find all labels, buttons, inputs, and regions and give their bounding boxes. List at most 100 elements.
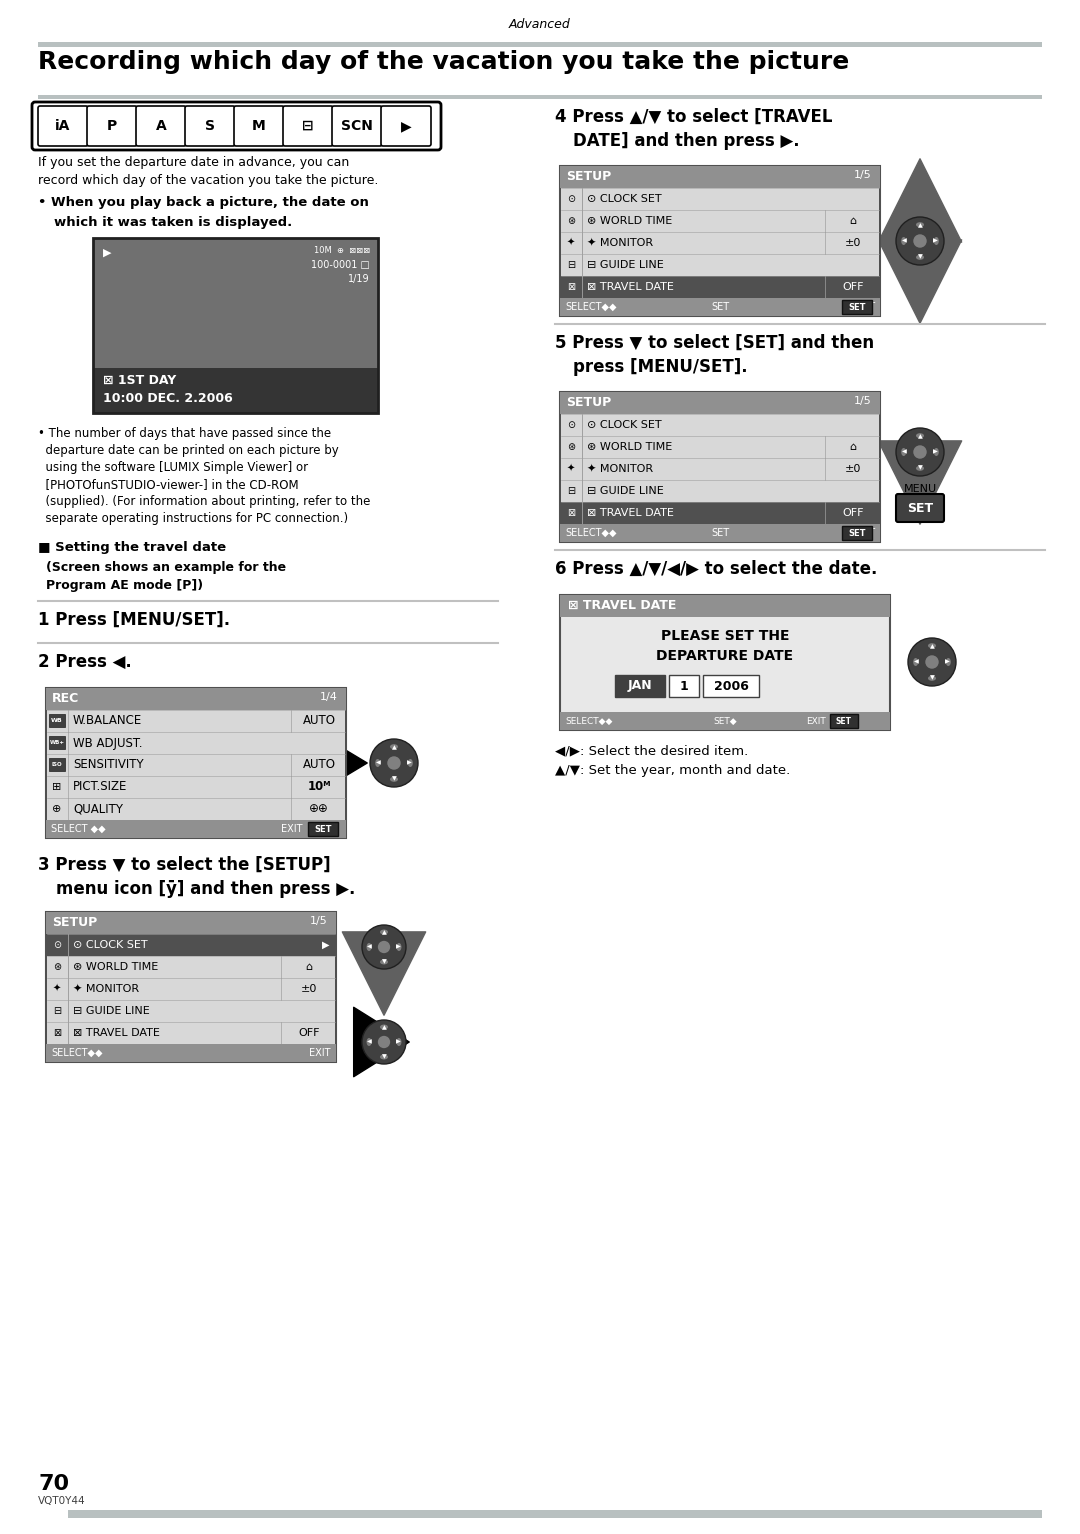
- Bar: [46, 1045, 336, 1062]
- Text: ▶: ▶: [401, 120, 411, 133]
- Text: VQT0Y44: VQT0Y44: [38, 1496, 85, 1506]
- Text: ✦: ✦: [567, 463, 575, 474]
- Bar: [49, 736, 65, 749]
- Bar: [897, 495, 942, 520]
- Text: ⌂: ⌂: [306, 962, 312, 973]
- Circle shape: [378, 1035, 390, 1048]
- Text: OFF: OFF: [842, 508, 864, 518]
- FancyBboxPatch shape: [381, 106, 431, 146]
- Text: ✦ MONITOR: ✦ MONITOR: [588, 463, 653, 474]
- Text: If you set the departure date in advance, you can: If you set the departure date in advance…: [38, 156, 349, 169]
- Text: WB+: WB+: [50, 741, 65, 746]
- Text: WB ADJUST.: WB ADJUST.: [73, 736, 143, 750]
- Text: 1/5: 1/5: [854, 170, 872, 179]
- Bar: [561, 166, 880, 316]
- Bar: [561, 525, 880, 542]
- Text: separate operating instructions for PC connection.): separate operating instructions for PC c…: [38, 512, 348, 525]
- Text: ⊙ CLOCK SET: ⊙ CLOCK SET: [73, 940, 148, 950]
- Text: departure date can be printed on each picture by: departure date can be printed on each pi…: [38, 443, 339, 457]
- Text: AUTO: AUTO: [302, 758, 336, 772]
- Text: ▼: ▼: [918, 465, 922, 469]
- Text: SET: SET: [836, 716, 852, 726]
- Text: ✦: ✦: [567, 238, 575, 249]
- Bar: [561, 595, 890, 617]
- Bar: [831, 713, 858, 729]
- Text: Advanced: Advanced: [509, 18, 571, 31]
- Text: A: A: [156, 120, 166, 133]
- Text: ◀: ◀: [914, 660, 919, 664]
- Text: SET: SET: [848, 529, 866, 537]
- Text: ⊛: ⊛: [567, 442, 575, 453]
- Ellipse shape: [396, 1039, 402, 1046]
- Text: WB: WB: [51, 718, 63, 724]
- Bar: [46, 913, 336, 934]
- Text: ⊛ WORLD TIME: ⊛ WORLD TIME: [73, 962, 159, 973]
- FancyBboxPatch shape: [185, 106, 235, 146]
- FancyBboxPatch shape: [332, 106, 382, 146]
- Text: MENU: MENU: [904, 485, 936, 494]
- Text: 1 Press [MENU/SET].: 1 Press [MENU/SET].: [38, 611, 230, 629]
- FancyBboxPatch shape: [32, 101, 441, 150]
- Ellipse shape: [366, 943, 372, 951]
- Text: ▲: ▲: [381, 930, 387, 936]
- Ellipse shape: [916, 466, 924, 471]
- Text: 5 Press ▼ to select [SET] and then: 5 Press ▼ to select [SET] and then: [555, 334, 874, 351]
- Text: 10M  ⊕  ⊠⊠⊠: 10M ⊕ ⊠⊠⊠: [314, 245, 370, 255]
- Text: AUTO: AUTO: [302, 715, 336, 727]
- Text: ⊟: ⊟: [53, 1006, 62, 1016]
- Text: SENSITIVITY: SENSITIVITY: [73, 758, 144, 772]
- Text: iA: iA: [55, 120, 70, 133]
- Text: ±0: ±0: [301, 983, 318, 994]
- Bar: [49, 758, 65, 772]
- Text: ▶: ▶: [396, 1040, 401, 1045]
- Text: SET: SET: [856, 302, 875, 311]
- Text: ⊕⊕: ⊕⊕: [309, 802, 329, 816]
- Text: SETUP: SETUP: [52, 916, 97, 930]
- Text: ▲: ▲: [381, 1025, 387, 1031]
- Text: PICT.SIZE: PICT.SIZE: [73, 781, 127, 793]
- Text: ⊟ GUIDE LINE: ⊟ GUIDE LINE: [73, 1006, 150, 1016]
- Text: SCN: SCN: [341, 120, 373, 133]
- Text: ⊙: ⊙: [53, 940, 62, 950]
- Text: ⊠: ⊠: [567, 508, 575, 518]
- Text: ⊟: ⊟: [302, 120, 314, 133]
- Text: ■ Setting the travel date: ■ Setting the travel date: [38, 542, 226, 554]
- Bar: [48, 1022, 335, 1045]
- Text: 100-0001 □: 100-0001 □: [311, 259, 370, 270]
- Text: ▶: ▶: [322, 940, 329, 950]
- Bar: [68, 1509, 1042, 1519]
- Bar: [561, 210, 879, 232]
- Text: ⊛ WORLD TIME: ⊛ WORLD TIME: [588, 442, 672, 453]
- Circle shape: [362, 1020, 406, 1065]
- Text: 3 Press ▼ to select the [SETUP]: 3 Press ▼ to select the [SETUP]: [38, 856, 330, 874]
- Text: SET◆: SET◆: [713, 716, 737, 726]
- Bar: [46, 913, 336, 1062]
- Bar: [561, 459, 879, 480]
- Text: S: S: [205, 120, 215, 133]
- Ellipse shape: [380, 959, 388, 965]
- Text: M: M: [252, 120, 266, 133]
- Text: ⊠ TRAVEL DATE: ⊠ TRAVEL DATE: [588, 282, 674, 291]
- Bar: [48, 755, 345, 776]
- Bar: [93, 368, 378, 413]
- Text: Recording which day of the vacation you take the picture: Recording which day of the vacation you …: [38, 51, 849, 74]
- Ellipse shape: [366, 1039, 372, 1046]
- Text: ⊠: ⊠: [53, 1028, 62, 1039]
- Ellipse shape: [928, 676, 936, 681]
- Text: ⊙ CLOCK SET: ⊙ CLOCK SET: [588, 193, 662, 204]
- Text: SET: SET: [856, 528, 875, 538]
- Text: ⊠ TRAVEL DATE: ⊠ TRAVEL DATE: [568, 598, 676, 612]
- Circle shape: [370, 739, 418, 787]
- Text: ◀: ◀: [376, 761, 381, 765]
- Bar: [46, 689, 346, 838]
- FancyBboxPatch shape: [87, 106, 137, 146]
- Text: ▶: ▶: [103, 249, 111, 258]
- Bar: [842, 526, 872, 540]
- Bar: [48, 1000, 335, 1022]
- Text: ▶: ▶: [396, 945, 401, 950]
- Text: SELECT ◆◆: SELECT ◆◆: [51, 824, 106, 834]
- Text: 2 Press ◀.: 2 Press ◀.: [38, 653, 132, 670]
- Text: SET: SET: [848, 302, 866, 311]
- Bar: [38, 41, 1042, 48]
- Text: 2006: 2006: [714, 680, 748, 692]
